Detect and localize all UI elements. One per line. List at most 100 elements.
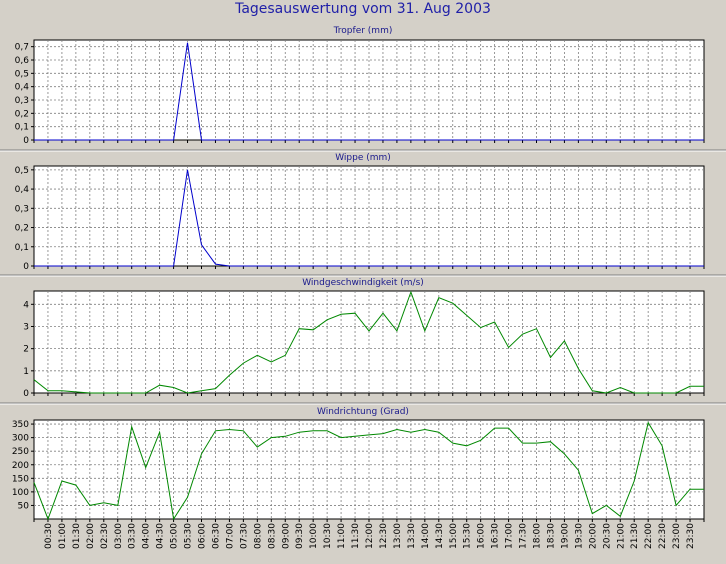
x-tick-label: 04:30	[156, 523, 166, 549]
x-tick-label: 07:00	[225, 523, 235, 549]
data-point	[256, 139, 258, 141]
x-tick-label: 15:30	[463, 523, 473, 549]
data-point	[242, 430, 244, 432]
data-point	[340, 265, 342, 267]
data-point	[131, 139, 133, 141]
series-line	[33, 421, 704, 521]
data-point	[200, 453, 202, 455]
data-point	[577, 265, 579, 267]
x-tick-label: 17:00	[505, 523, 515, 549]
data-point	[117, 265, 119, 267]
data-point	[270, 265, 272, 267]
data-point	[47, 518, 49, 520]
data-point	[675, 265, 677, 267]
data-point	[424, 330, 426, 332]
data-point	[340, 436, 342, 438]
data-point	[298, 327, 300, 329]
data-point	[214, 430, 216, 432]
data-point	[33, 265, 35, 267]
x-tick-label: 06:30	[211, 523, 221, 549]
data-point	[647, 392, 649, 394]
x-tick-label: 14:00	[421, 523, 431, 549]
data-point	[479, 139, 481, 141]
data-point	[117, 139, 119, 141]
x-tick-label: 15:00	[449, 523, 459, 549]
data-point	[466, 265, 468, 267]
data-point	[424, 428, 426, 430]
data-point	[438, 139, 440, 141]
data-point	[438, 431, 440, 433]
data-point	[396, 428, 398, 430]
data-point	[158, 139, 160, 141]
panel-title-windrichtung: Windrichtung (Grad)	[317, 407, 409, 417]
data-point	[200, 390, 202, 392]
data-point	[270, 436, 272, 438]
data-point	[172, 139, 174, 141]
data-point	[144, 265, 146, 267]
data-point	[493, 139, 495, 141]
data-point	[521, 265, 523, 267]
data-point	[33, 481, 35, 483]
x-tick-label: 13:00	[393, 523, 403, 549]
data-point	[256, 265, 258, 267]
data-point	[312, 265, 314, 267]
data-point	[452, 442, 454, 444]
data-point	[661, 445, 663, 447]
data-point	[605, 504, 607, 506]
data-point	[312, 430, 314, 432]
data-point	[466, 445, 468, 447]
panel-title-wippe: Wippe (mm)	[335, 153, 391, 163]
x-tick-label: 06:00	[198, 523, 208, 549]
data-point	[242, 265, 244, 267]
data-point	[117, 392, 119, 394]
data-point	[591, 265, 593, 267]
data-point	[158, 431, 160, 433]
data-point	[689, 139, 691, 141]
data-point	[131, 426, 133, 428]
x-tick-label: 05:00	[170, 523, 180, 549]
data-point	[326, 265, 328, 267]
data-point	[507, 265, 509, 267]
data-point	[382, 432, 384, 434]
data-point	[242, 139, 244, 141]
y-tick-label: 300	[12, 434, 29, 444]
data-point	[144, 466, 146, 468]
data-point	[172, 386, 174, 388]
data-point	[633, 265, 635, 267]
data-point	[647, 139, 649, 141]
y-tick-label: 50	[18, 501, 30, 511]
data-point	[47, 390, 49, 392]
x-tick-label: 07:30	[239, 523, 249, 549]
y-tick-label: 0,3	[15, 96, 29, 106]
data-point	[256, 354, 258, 356]
data-point	[354, 265, 356, 267]
data-point	[354, 435, 356, 437]
data-point	[452, 139, 454, 141]
data-point	[47, 265, 49, 267]
data-point	[577, 367, 579, 369]
x-tick-label: 02:00	[86, 523, 96, 549]
data-point	[312, 329, 314, 331]
data-point	[619, 139, 621, 141]
x-tick-label: 13:30	[407, 523, 417, 549]
data-point	[214, 263, 216, 265]
data-point	[186, 41, 188, 43]
data-point	[103, 265, 105, 267]
data-point	[689, 385, 691, 387]
x-tick-label: 03:00	[114, 523, 124, 549]
data-point	[228, 374, 230, 376]
y-tick-label: 350	[12, 420, 29, 430]
x-tick-label: 19:30	[574, 523, 584, 549]
data-point	[368, 139, 370, 141]
data-point	[103, 139, 105, 141]
data-point	[577, 469, 579, 471]
data-point	[535, 442, 537, 444]
x-tick-label: 01:30	[72, 523, 82, 549]
data-point	[535, 139, 537, 141]
series-line	[34, 169, 704, 267]
data-point	[89, 139, 91, 141]
x-tick-label: 16:00	[477, 523, 487, 549]
x-tick-label: 17:30	[519, 523, 529, 549]
data-point	[228, 428, 230, 430]
data-point	[689, 265, 691, 267]
